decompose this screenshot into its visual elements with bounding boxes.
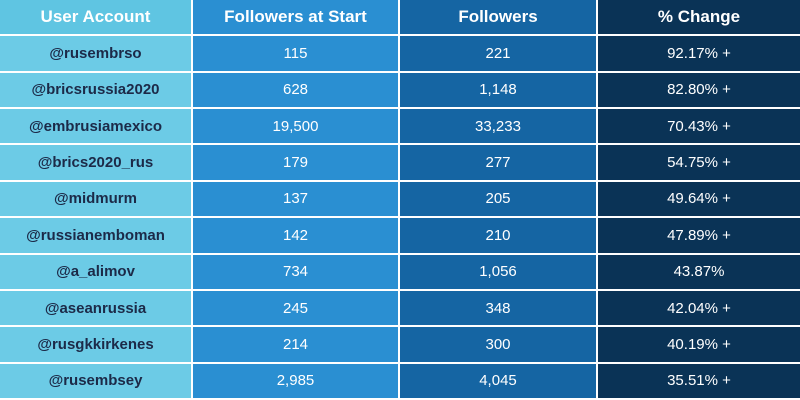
table-cell-r6-c1: 734 bbox=[193, 254, 398, 289]
table-cell-r3-c0: @brics2020_rus bbox=[0, 145, 191, 180]
table-cell-r8-c2: 300 bbox=[400, 327, 596, 362]
table-cell-r7-c0: @aseanrussia bbox=[0, 290, 191, 326]
table-cell-r2-c3: 70.43% + bbox=[598, 109, 800, 144]
table-cell-r6-c3: 43.87% bbox=[598, 254, 800, 289]
table-cell-r0-c1: 115 bbox=[193, 36, 398, 71]
table-cell-r1-c0: @bricsrussia2020 bbox=[0, 72, 191, 108]
table-cell-r5-c3: 47.89% + bbox=[598, 218, 800, 253]
table-cell-r8-c3: 40.19% + bbox=[598, 327, 800, 362]
table-cell-r4-c0: @midmurm bbox=[0, 181, 191, 217]
table-cell-r1-c1: 628 bbox=[193, 72, 398, 108]
table-cell-r7-c2: 348 bbox=[400, 290, 596, 326]
table-cell-r1-c3: 82.80% + bbox=[598, 72, 800, 108]
table-cell-r4-c1: 137 bbox=[193, 181, 398, 217]
table-cell-r4-c3: 49.64% + bbox=[598, 181, 800, 217]
table-cell-r7-c1: 245 bbox=[193, 290, 398, 326]
column-header-2: Followers bbox=[400, 0, 596, 35]
table-cell-r6-c0: @a_alimov bbox=[0, 254, 191, 289]
table-cell-r5-c1: 142 bbox=[193, 218, 398, 253]
table-cell-r3-c2: 277 bbox=[400, 145, 596, 180]
table-cell-r7-c3: 42.04% + bbox=[598, 290, 800, 326]
table-cell-r2-c0: @embrusiamexico bbox=[0, 109, 191, 144]
table-cell-r2-c2: 33,233 bbox=[400, 109, 596, 144]
table-cell-r9-c2: 4,045 bbox=[400, 363, 596, 398]
table-cell-r8-c1: 214 bbox=[193, 327, 398, 362]
table-cell-r9-c1: 2,985 bbox=[193, 363, 398, 398]
table-cell-r0-c3: 92.17% + bbox=[598, 36, 800, 71]
column-header-0: User Account bbox=[0, 0, 191, 35]
table-cell-r1-c2: 1,148 bbox=[400, 72, 596, 108]
table-cell-r9-c3: 35.51% + bbox=[598, 363, 800, 398]
column-header-1: Followers at Start bbox=[193, 0, 398, 35]
table-cell-r9-c0: @rusembsey bbox=[0, 363, 191, 398]
table-cell-r2-c1: 19,500 bbox=[193, 109, 398, 144]
table-cell-r4-c2: 205 bbox=[400, 181, 596, 217]
column-header-3: % Change bbox=[598, 0, 800, 35]
table-cell-r3-c3: 54.75% + bbox=[598, 145, 800, 180]
table-cell-r3-c1: 179 bbox=[193, 145, 398, 180]
table-cell-r5-c2: 210 bbox=[400, 218, 596, 253]
table-cell-r5-c0: @russianemboman bbox=[0, 218, 191, 253]
table-cell-r8-c0: @rusgkkirkenes bbox=[0, 327, 191, 362]
table-cell-r6-c2: 1,056 bbox=[400, 254, 596, 289]
table-cell-r0-c0: @rusembrso bbox=[0, 36, 191, 71]
table-cell-r0-c2: 221 bbox=[400, 36, 596, 71]
